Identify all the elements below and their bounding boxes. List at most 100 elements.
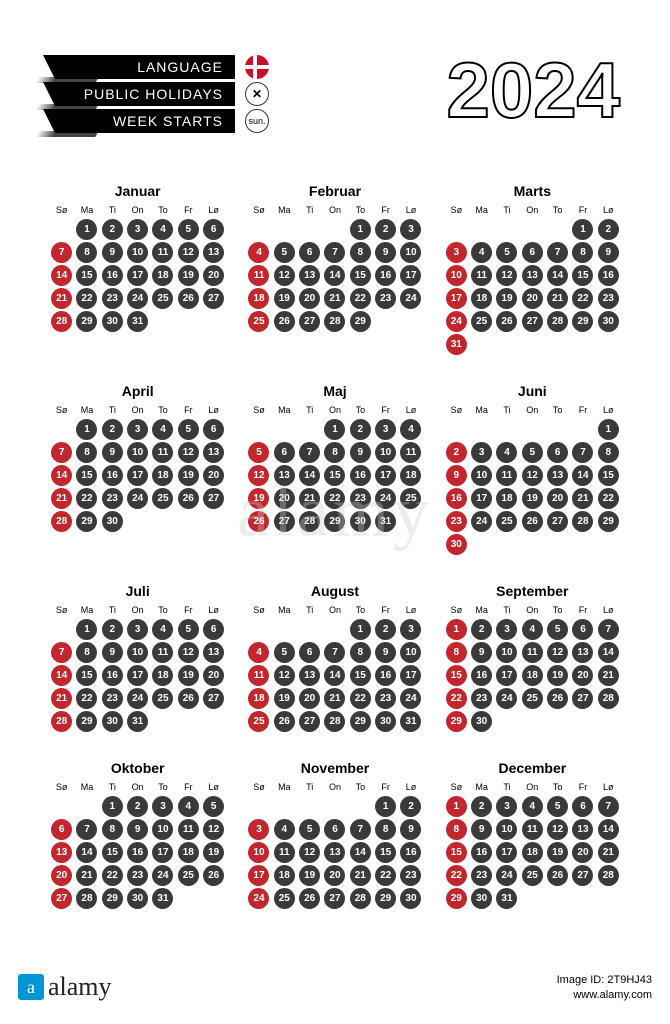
- day-cell: 24: [400, 688, 421, 709]
- weekday-label: Sø: [445, 205, 468, 215]
- label-language: LANGUAGE: [55, 55, 235, 79]
- day-cell: 7: [51, 242, 72, 263]
- day-cell: 31: [400, 711, 421, 732]
- day-cell: 20: [274, 488, 295, 509]
- days-grid: 1234567891011121314151617181920212223242…: [247, 219, 422, 332]
- day-cell: 20: [203, 265, 224, 286]
- day-cell: 23: [350, 488, 371, 509]
- day-cell: 30: [471, 711, 492, 732]
- day-cell: 26: [248, 511, 269, 532]
- day-cell: 5: [547, 796, 568, 817]
- day-cell: 28: [598, 865, 619, 886]
- day-cell: 18: [496, 488, 517, 509]
- day-cell: 1: [324, 419, 345, 440]
- weekday-label: Ti: [101, 605, 124, 615]
- day-cell: 20: [572, 842, 593, 863]
- day-cell: 16: [446, 488, 467, 509]
- day-cell: 26: [178, 288, 199, 309]
- header: LANGUAGE PUBLIC HOLIDAYS WEEK STARTS sun…: [0, 0, 670, 133]
- day-cell: 23: [400, 865, 421, 886]
- day-cell: 28: [598, 688, 619, 709]
- day-cell: 20: [572, 665, 593, 686]
- day-cell: 8: [446, 819, 467, 840]
- weekday-row: SøMaTiOnToFrLø: [247, 782, 422, 792]
- weekday-row: SøMaTiOnToFrLø: [50, 405, 225, 415]
- day-cell: 20: [203, 465, 224, 486]
- day-cell: 11: [152, 642, 173, 663]
- day-cell: 18: [248, 688, 269, 709]
- month: MajSøMaTiOnToFrLø12345678910111213141516…: [247, 383, 422, 555]
- day-empty: [274, 796, 295, 817]
- weekday-label: Sø: [247, 782, 270, 792]
- day-cell: 19: [547, 665, 568, 686]
- day-cell: 30: [102, 511, 123, 532]
- day-cell: 18: [400, 465, 421, 486]
- weekday-label: Fr: [374, 782, 397, 792]
- day-empty: [496, 419, 517, 440]
- day-cell: 29: [324, 511, 345, 532]
- day-cell: 8: [350, 642, 371, 663]
- weekday-label: Fr: [571, 605, 594, 615]
- day-empty: [248, 419, 269, 440]
- day-cell: 1: [572, 219, 593, 240]
- day-cell: 5: [522, 442, 543, 463]
- day-empty: [324, 619, 345, 640]
- day-cell: 9: [598, 242, 619, 263]
- day-cell: 18: [522, 665, 543, 686]
- day-cell: 16: [598, 265, 619, 286]
- month-name: Maj: [247, 383, 422, 399]
- day-cell: 1: [76, 419, 97, 440]
- day-cell: 12: [178, 642, 199, 663]
- day-cell: 13: [522, 265, 543, 286]
- day-empty: [522, 219, 543, 240]
- day-cell: 6: [51, 819, 72, 840]
- day-cell: 22: [598, 488, 619, 509]
- day-cell: 20: [299, 688, 320, 709]
- weekday-label: Sø: [50, 405, 73, 415]
- month: JuliSøMaTiOnToFrLø1234567891011121314151…: [50, 583, 225, 732]
- day-cell: 5: [178, 219, 199, 240]
- day-cell: 21: [350, 865, 371, 886]
- day-cell: 7: [324, 242, 345, 263]
- day-cell: 26: [178, 488, 199, 509]
- day-cell: 28: [299, 511, 320, 532]
- day-cell: 7: [51, 642, 72, 663]
- day-cell: 25: [248, 711, 269, 732]
- day-cell: 29: [446, 711, 467, 732]
- day-cell: 19: [274, 288, 295, 309]
- days-grid: 1234567891011121314151617181920212223242…: [445, 796, 620, 909]
- weekday-label: Ti: [495, 782, 518, 792]
- weekday-label: To: [546, 405, 569, 415]
- info-row-holidays: PUBLIC HOLIDAYS: [55, 82, 269, 106]
- weekday-label: Fr: [571, 782, 594, 792]
- weekday-label: Fr: [177, 782, 200, 792]
- day-cell: 13: [274, 465, 295, 486]
- weekday-label: Ti: [495, 205, 518, 215]
- day-cell: 31: [496, 888, 517, 909]
- day-cell: 6: [547, 442, 568, 463]
- day-cell: 21: [324, 688, 345, 709]
- day-cell: 3: [152, 796, 173, 817]
- day-empty: [471, 219, 492, 240]
- weekday-row: SøMaTiOnToFrLø: [50, 205, 225, 215]
- weekday-label: Fr: [374, 605, 397, 615]
- sun-label: sun.: [248, 116, 265, 126]
- weekday-row: SøMaTiOnToFrLø: [50, 605, 225, 615]
- day-cell: 23: [375, 688, 396, 709]
- day-cell: 10: [375, 442, 396, 463]
- weekday-label: On: [126, 605, 149, 615]
- day-cell: 16: [102, 465, 123, 486]
- day-cell: 11: [152, 442, 173, 463]
- day-cell: 22: [324, 488, 345, 509]
- day-cell: 18: [274, 865, 295, 886]
- day-cell: 30: [400, 888, 421, 909]
- weekday-label: To: [151, 782, 174, 792]
- day-cell: 2: [400, 796, 421, 817]
- day-cell: 9: [102, 642, 123, 663]
- day-empty: [274, 219, 295, 240]
- month-name: December: [445, 760, 620, 776]
- day-cell: 2: [102, 619, 123, 640]
- day-empty: [522, 419, 543, 440]
- weekday-label: Ti: [298, 205, 321, 215]
- weekday-label: Fr: [177, 405, 200, 415]
